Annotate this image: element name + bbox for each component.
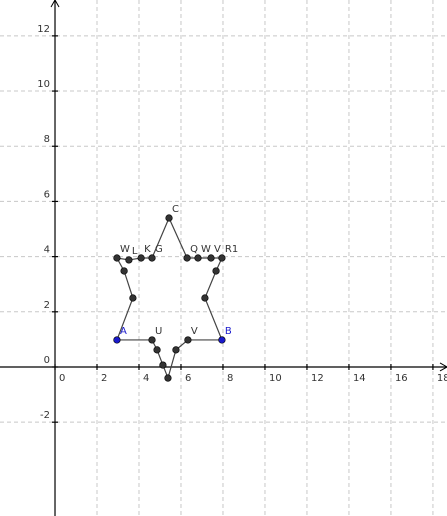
x-tick-label: 10 [269,373,282,384]
y-tick-label: 4 [44,245,50,256]
point [218,336,226,344]
x-tick-label: 8 [227,373,233,384]
y-axis-arrow [50,0,60,8]
point [194,254,202,262]
point [129,294,137,302]
point [113,336,121,344]
point-label: C [172,204,179,215]
y-tick-label: -2 [40,410,50,421]
point [207,254,215,262]
y-tick-label: 2 [44,300,50,311]
y-tick-label: 6 [44,189,50,200]
y-tick-label: 10 [37,79,50,90]
point [148,254,156,262]
x-axis-arrow [439,362,447,372]
point [159,361,167,369]
point [164,374,172,382]
x-tick-label: 4 [143,373,149,384]
x-tick-label: 2 [101,373,107,384]
point-label: K [144,244,151,255]
point-label: L [132,246,138,257]
point-label: Q [190,244,198,255]
polygon-outline [115,216,223,380]
point-label: A [120,326,127,337]
point [218,254,226,262]
y-tick-label: 12 [37,24,50,35]
point-label: U [155,326,162,337]
x-tick-label: 12 [311,373,324,384]
x-tick-label: 18 [437,373,447,384]
point [172,346,180,354]
point [212,267,220,275]
point-label: W [201,244,211,255]
point [184,336,192,344]
point [153,346,161,354]
point-label: B [225,326,232,337]
point [137,254,145,262]
point [120,267,128,275]
y-tick-label: 0 [44,355,50,366]
point-label: V [214,244,221,255]
point-label: V [191,326,198,337]
point [183,254,191,262]
y-tick-label: 8 [44,134,50,145]
x-tick-label: 6 [185,373,191,384]
point [201,294,209,302]
point-label: W [120,244,130,255]
point-label: R1 [225,244,238,255]
point [148,336,156,344]
point-label: G [155,244,163,255]
point [113,254,121,262]
x-tick-label: 16 [395,373,408,384]
x-tick-label: 0 [59,373,65,384]
x-tick-label: 14 [353,373,366,384]
point [125,256,133,264]
point [165,214,173,222]
